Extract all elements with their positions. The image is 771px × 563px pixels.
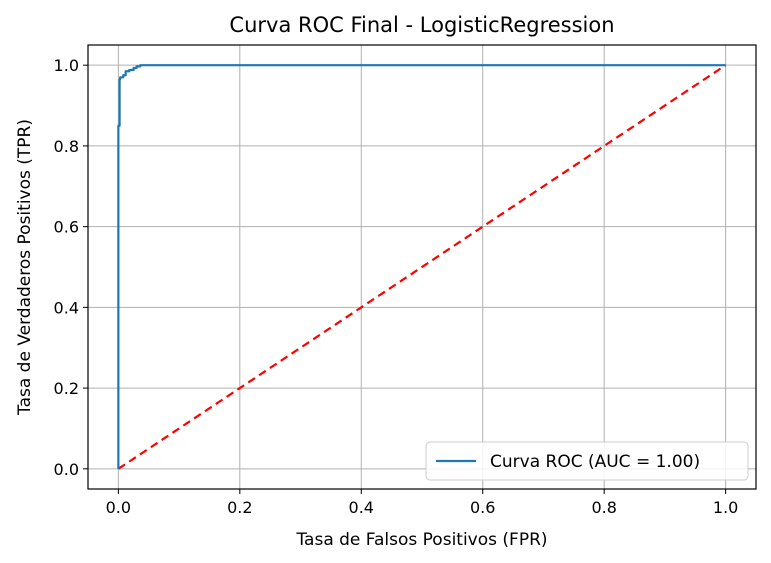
- x-tick-label: 0.8: [591, 498, 616, 517]
- roc-curve-line: [117, 64, 726, 469]
- x-tick-label: 1.0: [713, 498, 738, 517]
- x-tick-label: 0.4: [349, 498, 374, 517]
- x-tick-label: 0.6: [470, 498, 495, 517]
- x-axis-title: Tasa de Falsos Positivos (FPR): [295, 530, 547, 550]
- y-axis-title: Tasa de Verdaderos Positivos (TPR): [15, 119, 35, 416]
- y-tick-label: 0.0: [54, 460, 79, 479]
- y-tick-label: 0.4: [54, 298, 79, 317]
- axis-ticks: 0.0 0.2 0.4 0.6 0.8 1.0 0.0 0.2 0.4 0.6 0.8 1.0: [54, 56, 739, 517]
- y-tick-label: 0.6: [54, 218, 79, 237]
- y-tick-label: 0.8: [54, 137, 79, 156]
- y-tick-label: 1.0: [54, 56, 79, 75]
- legend-box: [425, 441, 749, 481]
- plot-series: [117, 64, 727, 470]
- legend-label-roc: Curva ROC (AUC = 1.00): [490, 452, 700, 472]
- x-tick-label: 0.2: [227, 498, 252, 517]
- x-tick-label: 0.0: [106, 498, 131, 517]
- chart-title: Curva ROC Final - LogisticRegression: [229, 13, 614, 37]
- random-classifier-line: [117, 64, 727, 470]
- y-tick-label: 0.2: [54, 379, 79, 398]
- plot-frame: [87, 44, 757, 490]
- legend: Curva ROC (AUC = 1.00): [425, 441, 749, 481]
